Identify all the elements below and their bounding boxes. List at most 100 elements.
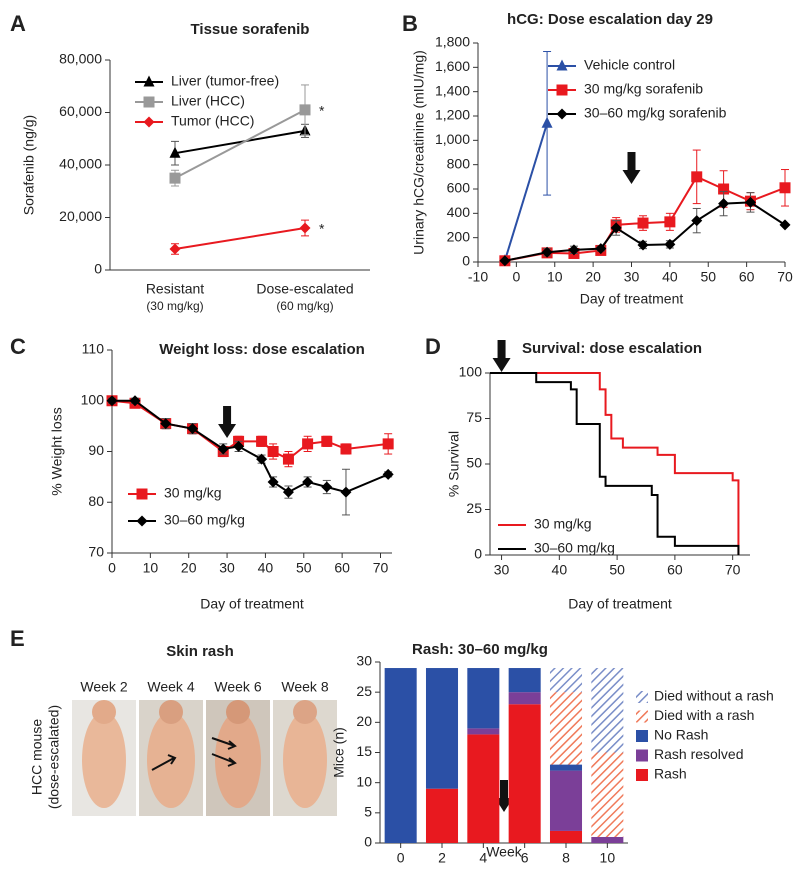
marker xyxy=(256,435,268,447)
week-label: Week 2 xyxy=(80,679,127,695)
x-tick-label: 30 xyxy=(494,562,510,578)
marker xyxy=(382,468,394,480)
panel-letter: A xyxy=(10,11,26,36)
x-tick-label: 70 xyxy=(725,562,741,578)
y-axis-label: % Weight loss xyxy=(49,407,65,495)
legend-label: No Rash xyxy=(654,727,708,743)
chart-title: Tissue sorafenib xyxy=(191,21,310,38)
y-label-line: (dose-escalated) xyxy=(46,705,62,809)
x-tick-label: Dose-escalated xyxy=(256,281,353,297)
arrow xyxy=(622,152,641,184)
arrow xyxy=(492,340,511,372)
legend-label: 30–60 mg/kg sorafenib xyxy=(584,105,727,121)
marker xyxy=(556,59,568,71)
marker xyxy=(169,172,181,184)
flag: * xyxy=(319,221,325,237)
marker xyxy=(233,440,245,452)
week-label: Week 6 xyxy=(214,679,261,695)
bar-segment xyxy=(508,692,541,705)
y-axis-label: Sorafenib (ng/g) xyxy=(21,115,37,215)
x-tick-label: 50 xyxy=(700,269,716,285)
legend-label: 30–60 mg/kg xyxy=(534,540,615,556)
x-tick-label: 20 xyxy=(585,269,601,285)
legend-label: Vehicle control xyxy=(584,57,675,73)
panel-letter: E xyxy=(10,626,25,651)
x-tick-label: 40 xyxy=(552,562,568,578)
marker xyxy=(340,486,352,498)
bar-segment xyxy=(549,770,583,831)
y-tick-label: 0 xyxy=(364,834,372,850)
x-axis-label: Day of treatment xyxy=(200,596,304,612)
y-tick-label: 110 xyxy=(82,341,105,357)
marker xyxy=(718,183,730,195)
y-tick-label: 80 xyxy=(88,493,104,509)
y-axis-label: Mice (n) xyxy=(331,727,347,778)
marker xyxy=(169,243,181,255)
legend-swatch xyxy=(636,730,648,742)
y-tick-label: 75 xyxy=(466,409,482,425)
arrow xyxy=(495,780,513,812)
y-axis-label: % Survival xyxy=(446,431,462,497)
x-tick-label: 4 xyxy=(479,850,487,866)
marker xyxy=(637,217,649,229)
bar-segment xyxy=(384,668,417,843)
marker xyxy=(136,515,148,527)
marker xyxy=(340,443,352,455)
photo-title: Skin rash xyxy=(166,643,234,660)
chart-title: Weight loss: dose escalation xyxy=(159,341,365,358)
x-axis-label: Day of treatment xyxy=(568,596,672,612)
x-tick-label: 70 xyxy=(777,269,793,285)
y-tick-label: 100 xyxy=(81,391,105,407)
legend-swatch xyxy=(636,749,648,762)
marker xyxy=(299,222,311,234)
marker xyxy=(187,423,199,435)
x-tick-label: 50 xyxy=(296,560,312,576)
legend-label: Liver (tumor-free) xyxy=(171,73,279,89)
x-tick-label: 10 xyxy=(547,269,563,285)
marker xyxy=(779,182,791,194)
y-tick-label: 1,600 xyxy=(435,58,470,74)
marker xyxy=(321,481,333,493)
legend-swatch xyxy=(636,710,648,723)
x-tick-label: 30 xyxy=(624,269,640,285)
survival-line xyxy=(490,372,740,555)
marker xyxy=(664,216,676,228)
x-tick-label: 60 xyxy=(739,269,755,285)
series-line xyxy=(174,227,306,250)
legend-label: Liver (HCC) xyxy=(171,93,245,109)
bar-segment xyxy=(508,668,541,693)
y-tick-label: 25 xyxy=(356,683,372,699)
bar-segment xyxy=(467,728,500,735)
marker xyxy=(299,104,311,116)
bar-segment xyxy=(508,704,541,843)
legend-label: Rash xyxy=(654,766,687,782)
marker xyxy=(556,108,568,120)
marker xyxy=(256,453,268,465)
marker xyxy=(499,255,511,267)
y-tick-label: 80,000 xyxy=(59,51,102,67)
arrow xyxy=(218,406,237,438)
x-axis-label: Week xyxy=(486,844,523,860)
photo-panel: E Skin rash Week 2 Week 4 Week 6 Week 8 … xyxy=(10,626,337,816)
chart-title: Rash: 30–60 mg/kg xyxy=(412,641,548,658)
y-tick-label: 60,000 xyxy=(59,103,102,119)
legend-label: 30 mg/kg sorafenib xyxy=(584,81,703,97)
y-tick-label: 1,200 xyxy=(435,107,470,123)
y-tick-label: 800 xyxy=(447,155,471,171)
marker xyxy=(267,476,279,488)
y-tick-label: 600 xyxy=(447,180,471,196)
x-tick-label: Resistant xyxy=(146,281,204,297)
x-tick-label: 70 xyxy=(373,560,389,576)
category-note: (30 mg/kg) xyxy=(146,299,203,313)
y-tick-label: 100 xyxy=(459,364,483,380)
y-label-line: HCC mouse xyxy=(29,719,45,795)
marker xyxy=(691,215,703,227)
category-note: (60 mg/kg) xyxy=(276,299,333,313)
marker xyxy=(744,196,756,208)
marker xyxy=(568,244,580,256)
x-tick-label: 40 xyxy=(258,560,274,576)
x-tick-label: 10 xyxy=(600,850,616,866)
legend-swatch xyxy=(636,691,648,703)
chart-title: hCG: Dose escalation day 29 xyxy=(507,11,713,28)
bar-segment xyxy=(549,830,583,843)
